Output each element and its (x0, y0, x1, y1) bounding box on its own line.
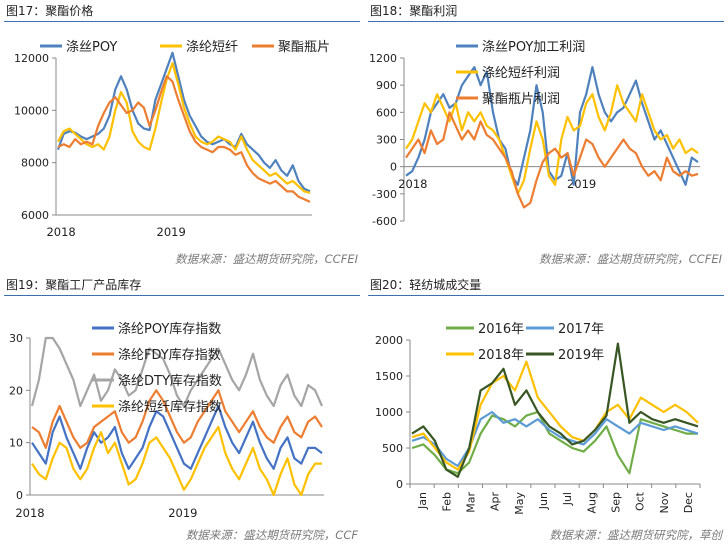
x-tick-label: Jun (537, 492, 550, 510)
data-source: 数据来源：盛达期货研究院，草创 (549, 528, 723, 542)
x-tick-label: 2019 (157, 225, 186, 239)
y-tick-label: 300 (376, 134, 397, 147)
data-source: 数据来源：盛达期货研究院，CCFEI (175, 252, 358, 266)
legend-label: 2019年 (558, 348, 604, 363)
series-line (31, 389, 323, 449)
y-tick-label: 0 (16, 489, 23, 502)
y-tick-label: 900 (376, 79, 397, 92)
title-rule (368, 21, 724, 22)
legend-label: 2018年 (478, 348, 524, 363)
y-tick-label: 10000 (14, 104, 49, 117)
title-rule (4, 295, 360, 296)
legend: 2016年 2017年 2018年 2019年 (446, 322, 604, 363)
series-line (30, 336, 324, 408)
legend-label: 涤纶POY库存指数 (118, 321, 221, 337)
plot-area: 0 10 20 30 2018 2019 (9, 332, 324, 520)
y-tick-label: 2000 (375, 334, 403, 347)
panel-polyester-profit: 图18：聚酯利润 -600 -300 0 300 600 900 1200 2018 2019 涤… (364, 0, 728, 274)
y-tick-label: 0 (396, 478, 403, 491)
series-line (411, 342, 699, 478)
y-tick-label: 12000 (14, 52, 49, 65)
series-line (411, 410, 699, 468)
x-tick-label: Mar (464, 492, 477, 513)
legend-label: 涤纶短纤库存指数 (118, 399, 222, 415)
y-tick-label: 1200 (369, 52, 397, 65)
y-tick-label: -600 (372, 215, 397, 228)
y-tick-label: 8000 (21, 157, 49, 170)
legend-label: 涤纶FDY库存指数 (118, 347, 221, 363)
series-line (57, 75, 311, 203)
chart-factory-inventory: 0 10 20 30 2018 2019 涤纶POY库存指数涤纶FDY库存指数涤纶DTY库存… (9, 321, 324, 520)
panel-polyester-price: 图17：聚酯价格 6000 8000 10000 12000 2018 2019 涤丝POY… (0, 0, 364, 274)
x-tick-label: 2018 (15, 506, 44, 520)
panel-title: 图17：聚酯价格 (6, 4, 94, 18)
legend: 涤丝POY 涤纶短纤 聚酯瓶片 (40, 40, 330, 55)
legend-label: 聚酯瓶片 (278, 40, 330, 55)
x-tick-label: Apr (489, 492, 502, 512)
panel-title: 图20：轻纺城成交量 (370, 278, 482, 292)
title-rule (368, 295, 724, 296)
panel-title: 图18：聚酯利润 (370, 4, 458, 18)
series-line (31, 425, 322, 497)
chart-polyester-price: 6000 8000 10000 12000 2018 2019 涤丝POY 涤纶短纤 聚酯瓶片 (14, 40, 330, 239)
series-line (405, 84, 699, 195)
series-line (31, 404, 323, 470)
series-line (411, 360, 699, 471)
legend-label: 涤纶短纤利润 (482, 66, 560, 81)
y-tick-label: -300 (372, 188, 397, 201)
plot-area: -600 -300 0 300 600 900 1200 2018 2019 (369, 52, 700, 228)
panel-textile-city-volume: 图20：轻纺城成交量 0 500 1000 1500 2000 Jan Feb Mar Apr M… (364, 274, 728, 548)
legend-label: 聚酯瓶片利润 (482, 92, 560, 107)
x-tick-label: 2018 (398, 177, 427, 191)
data-source: 数据来源：盛达期货研究院，CCFEI (539, 252, 722, 266)
y-tick-label: 500 (382, 442, 403, 455)
x-tick-label: Dec (682, 492, 695, 513)
legend-label: 2016年 (478, 322, 524, 337)
panel-factory-inventory: 图19：聚酯工厂产品库存 0 10 20 30 2018 2019 涤纶POY库存指数 涤纶F… (0, 274, 364, 548)
plot-area: 0 500 1000 1500 2000 Jan Feb Mar Apr May Jun Jul Aug… (375, 334, 701, 515)
panel-title: 图19：聚酯工厂产品库存 (6, 278, 142, 292)
x-tick-label: Jul (561, 492, 574, 506)
y-tick-label: 600 (376, 106, 397, 119)
y-tick-label: 6000 (21, 209, 49, 222)
x-tick-label: Feb (440, 492, 453, 511)
series-line (56, 51, 311, 193)
legend-label: 涤丝POY (66, 40, 117, 55)
y-tick-label: 30 (9, 332, 23, 345)
x-tick-label: 2019 (567, 177, 596, 191)
x-tick-label: Jan (416, 492, 429, 510)
chart-polyester-profit: -600 -300 0 300 600 900 1200 2018 2019 涤丝POY加工利润涤… (369, 40, 700, 228)
series-line (57, 62, 311, 194)
x-tick-label: Sep (609, 492, 622, 513)
x-tick-label: 2018 (46, 225, 75, 239)
legend-label: 涤纶DTY库存指数 (118, 373, 222, 389)
title-rule (4, 21, 360, 22)
y-tick-label: 10 (9, 437, 23, 450)
x-tick-label: 2019 (168, 506, 197, 520)
x-tick-label: Oct (634, 491, 647, 511)
legend-label: 涤纶短纤 (186, 40, 238, 55)
y-tick-label: 0 (390, 161, 397, 174)
legend-label: 涤丝POY加工利润 (482, 40, 585, 55)
x-tick-label: Aug (585, 492, 598, 513)
legend-label: 2017年 (558, 322, 604, 337)
y-tick-label: 1000 (375, 406, 403, 419)
chart-textile-city-volume: 0 500 1000 1500 2000 Jan Feb Mar Apr May Jun Jul Aug… (375, 322, 701, 515)
x-tick-label: May (513, 492, 526, 515)
series-line (405, 111, 699, 209)
x-tick-label: Nov (658, 492, 671, 514)
y-tick-label: 20 (9, 384, 23, 397)
y-tick-label: 1500 (375, 370, 403, 383)
data-source: 数据来源：盛达期货研究院，CCF (185, 528, 358, 542)
plot-area: 6000 8000 10000 12000 2018 2019 (14, 51, 312, 239)
